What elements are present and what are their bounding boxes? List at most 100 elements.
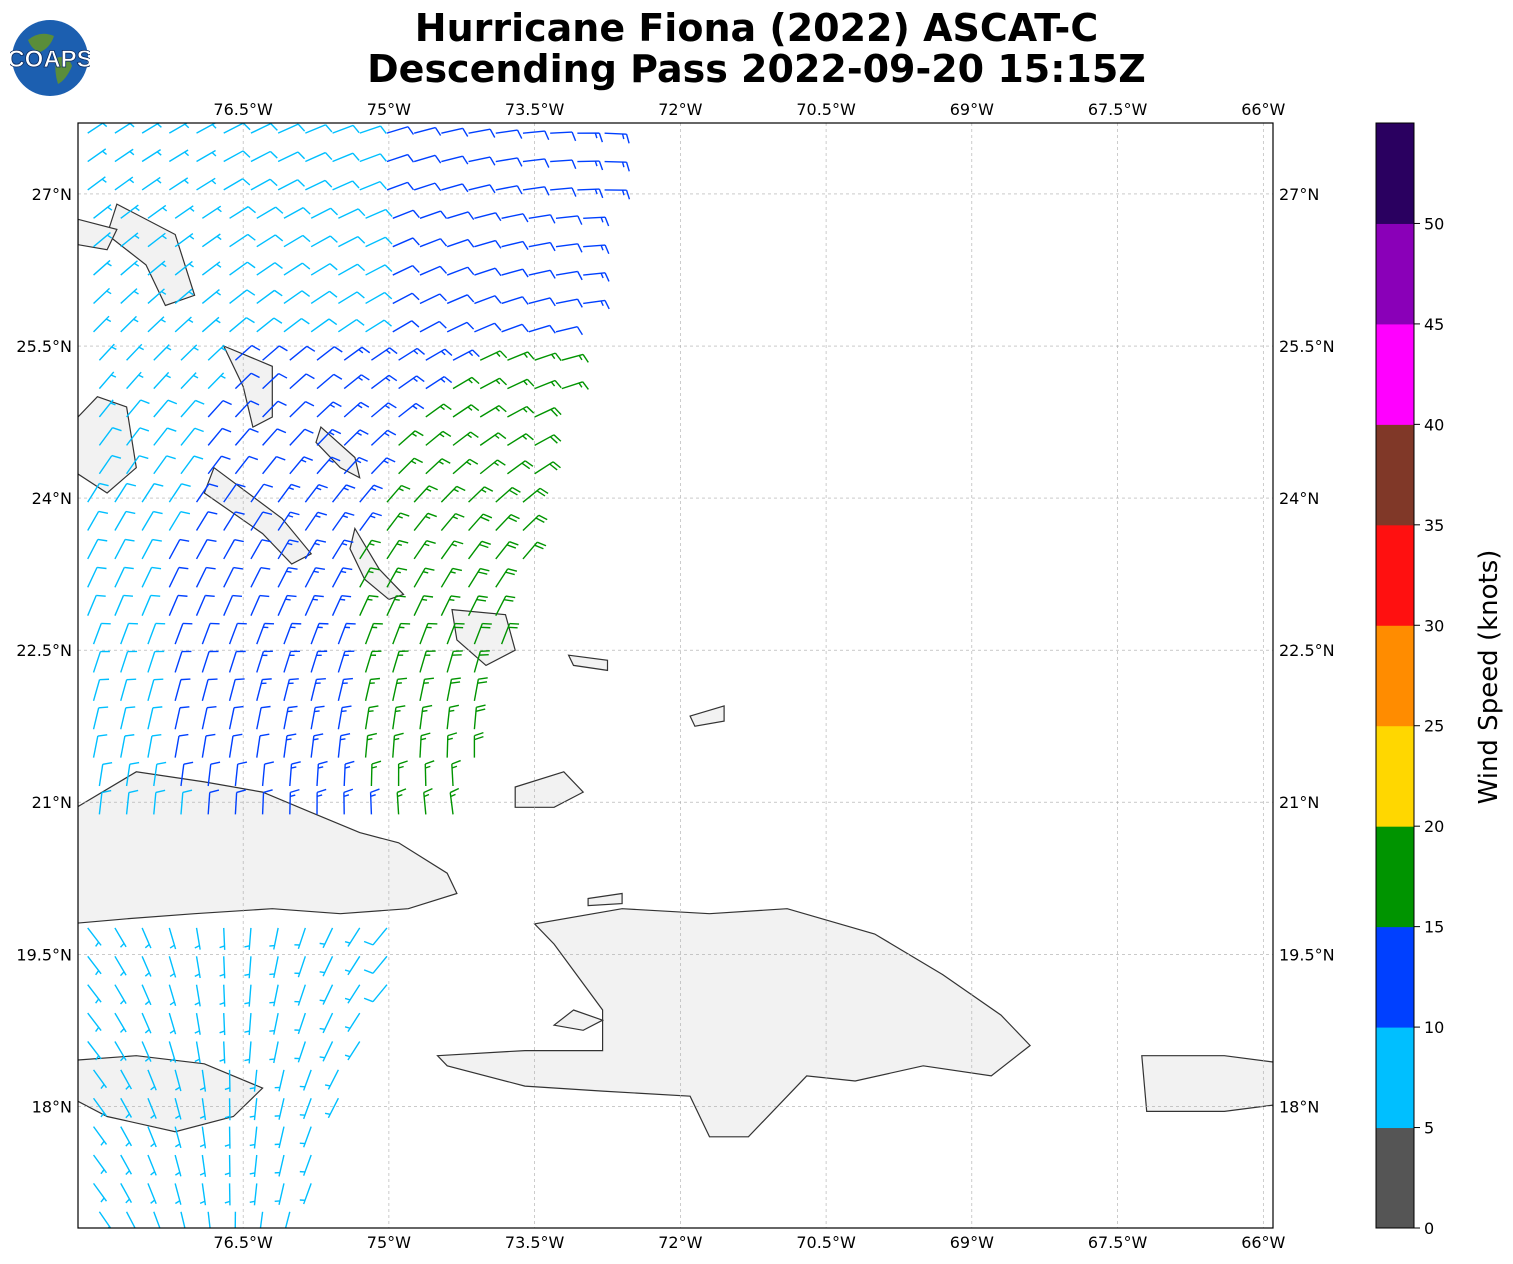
wind-barb (522, 186, 550, 196)
wind-barb (319, 927, 334, 949)
colorbar-segment (1376, 1027, 1414, 1129)
wind-barb (310, 678, 326, 702)
land-caicos (689, 705, 725, 727)
lat-tick-label-left: 24°N (32, 489, 72, 508)
wind-barb (467, 595, 488, 617)
wind-barb (528, 324, 556, 334)
wind-barb (304, 484, 328, 503)
wind-barb (228, 733, 243, 758)
wind-barb (269, 984, 279, 1007)
wind-barb (250, 566, 271, 588)
wind-barb (201, 678, 218, 702)
wind-barb (98, 371, 117, 390)
wind-barb (324, 1097, 339, 1119)
wind-barb (114, 1041, 127, 1062)
wind-barb (283, 733, 297, 758)
lat-tick-label-right: 18°N (1279, 1097, 1319, 1116)
wind-barb (369, 788, 380, 815)
wind-barb (153, 1211, 161, 1228)
wind-barb (332, 152, 360, 163)
wind-barb (452, 431, 479, 446)
wind-barb (147, 650, 165, 673)
lon-tick-label-top: 69°W (950, 100, 994, 119)
wind-barb (577, 188, 604, 199)
wind-barb (87, 176, 107, 191)
wind-barb (277, 539, 299, 560)
wind-barb (174, 678, 191, 702)
wind-barb (250, 150, 278, 163)
wind-barb (344, 927, 361, 947)
colorbar-segment (1376, 123, 1414, 224)
wind-barb (474, 267, 502, 277)
wind-barb (299, 1154, 312, 1176)
wind-barb (201, 289, 222, 304)
wind-barb (473, 650, 490, 673)
wind-barb (201, 733, 216, 758)
wind-barb (87, 927, 102, 947)
wind-barb (194, 956, 201, 979)
wind-barb (501, 240, 529, 250)
wind-barb (440, 540, 464, 560)
wind-barb (419, 704, 433, 730)
wind-barb (207, 372, 226, 390)
wind-barb (370, 457, 396, 475)
lon-tick-label-bottom: 75°W (367, 1233, 411, 1252)
wind-barb (534, 352, 562, 362)
colorbar-tick-label: 45 (1424, 315, 1444, 334)
wind-barb (392, 677, 408, 701)
wind-barb (114, 510, 136, 531)
wind-barb (274, 1154, 285, 1177)
wind-barb (277, 179, 305, 191)
wind-barb (392, 650, 409, 673)
wind-barb (141, 149, 162, 163)
wind-barb (528, 297, 556, 307)
wind-barb (195, 483, 219, 503)
wind-barb (283, 650, 301, 673)
wind-barb (359, 484, 383, 503)
wind-barb (479, 377, 508, 390)
wind-barb (344, 955, 361, 976)
wind-barb (319, 956, 334, 977)
wind-barb (365, 236, 393, 248)
colorbar-tick-label: 10 (1424, 1018, 1444, 1037)
land-hispaniola (436, 908, 1031, 1138)
wind-barb (398, 402, 425, 418)
wind-barb (479, 404, 507, 418)
wind-barb (256, 206, 284, 219)
wind-barb (224, 1154, 231, 1178)
wind-barb (501, 296, 529, 305)
wind-barb (299, 1183, 312, 1205)
land-eleuthera (222, 344, 273, 428)
wind-barb (294, 927, 307, 950)
wind-barb (249, 1069, 258, 1092)
wind-barb (92, 1182, 108, 1203)
wind-barb (224, 1098, 231, 1121)
title-line-2: Descending Pass 2022-09-20 15:15Z (367, 47, 1146, 91)
axis-ticks: 76.5°W 76.5°W 75°W 75°W 73.5°W 73.5°W 72°W 72°W… (16, 100, 1334, 1252)
wind-barb (244, 1041, 252, 1064)
wind-barb (256, 317, 283, 333)
wind-barb (87, 1012, 102, 1033)
colorbar-segment (1376, 625, 1414, 727)
wind-barb (446, 677, 461, 701)
wind-barb (207, 344, 227, 361)
wind-barb (207, 761, 221, 787)
wind-barb (294, 984, 307, 1006)
wind-barb (174, 622, 193, 645)
wind-barb (446, 266, 475, 276)
wind-barb (120, 678, 137, 702)
wind-barb (234, 455, 259, 475)
wind-barb (87, 482, 109, 503)
wind-barb (441, 127, 469, 137)
wind-barb (87, 538, 108, 560)
wind-barb (201, 233, 222, 248)
wind-barb (92, 1097, 108, 1118)
wind-barb (194, 927, 201, 950)
wind-barb (269, 956, 279, 979)
wind-barb (194, 1041, 201, 1064)
lon-tick-label-bottom: 67.5°W (1088, 1233, 1148, 1252)
wind-barb (495, 513, 520, 532)
lon-tick-label-top: 66°W (1241, 100, 1285, 119)
wind-barb (168, 123, 190, 134)
wind-barb (446, 732, 458, 758)
